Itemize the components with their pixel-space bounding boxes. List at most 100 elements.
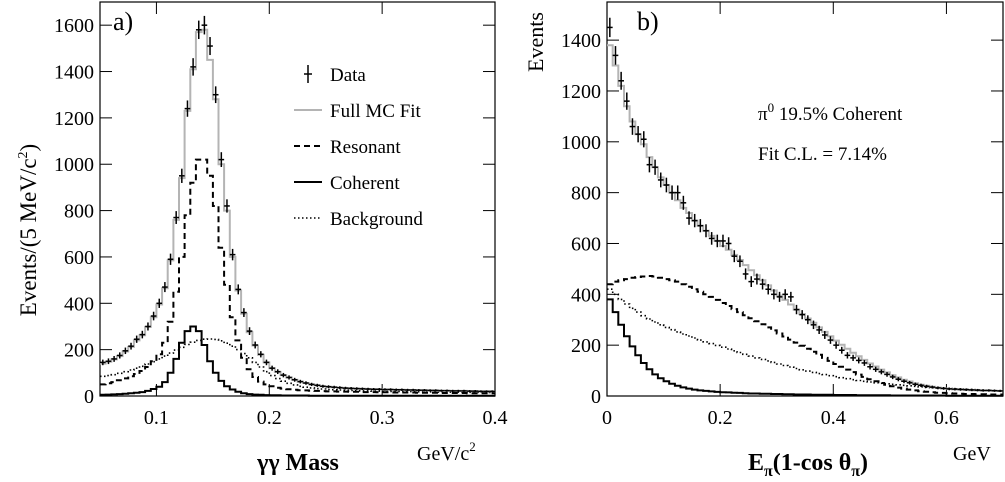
panel-b-y-tick-label: 200 bbox=[571, 335, 601, 357]
panel-b-data-point bbox=[850, 354, 856, 361]
panel-a-data-point bbox=[303, 381, 309, 385]
panel-a-data-point bbox=[246, 327, 253, 335]
panel-a-data-point bbox=[337, 386, 343, 390]
panel-a-data-point bbox=[410, 388, 416, 392]
panel-a-data-point bbox=[472, 390, 479, 393]
panel-b-coherent-fraction: π0 19.5% Coherent bbox=[758, 100, 903, 125]
panel-b-data-point bbox=[629, 118, 636, 135]
panel-b-data-point bbox=[912, 382, 919, 387]
panel-b-y-tick-label: 0 bbox=[591, 386, 601, 408]
panel-a-data-point bbox=[382, 388, 388, 391]
panel-b-data-point bbox=[663, 177, 670, 193]
panel-b-data-point bbox=[652, 159, 658, 175]
panel-b-data-point bbox=[776, 291, 783, 302]
panel-a-data-point bbox=[478, 390, 484, 393]
panel-b-data-point bbox=[810, 320, 817, 330]
panel-a-y-tick-label: 1000 bbox=[54, 154, 94, 176]
panel-a-data-point bbox=[461, 389, 467, 392]
panel-a-data-point bbox=[263, 359, 270, 366]
panel-b-x-tick-label: 0.4 bbox=[821, 407, 846, 429]
panel-b-data-point bbox=[861, 360, 868, 366]
panel-a-series-resonant bbox=[100, 158, 495, 395]
panel-b-y-tick-label: 1400 bbox=[561, 30, 601, 52]
panel-b-y-tick-label: 1000 bbox=[561, 132, 601, 154]
panel-b-data-point bbox=[895, 377, 902, 382]
panel-b-data-point bbox=[765, 284, 772, 295]
panel-a-x-tick-label: 0.2 bbox=[257, 407, 282, 429]
panel-b-x-axis-title: Eπ(1-cos θπ) bbox=[748, 450, 868, 480]
panel-a-data-point bbox=[365, 387, 371, 391]
panel-b-data-point bbox=[680, 195, 687, 210]
panel-b-data-point bbox=[952, 387, 958, 391]
panel-a-data-point bbox=[297, 379, 304, 384]
panel-a-data-point bbox=[432, 389, 439, 392]
panel-a-x-axis-unit: GeV/c2 bbox=[417, 439, 476, 465]
panel-b-data-point bbox=[923, 384, 930, 388]
panel-b-data-point bbox=[991, 389, 998, 392]
panel-b-data-point bbox=[725, 237, 732, 250]
panel-b-data-point bbox=[929, 385, 936, 389]
panel-a-data-point bbox=[427, 389, 433, 392]
panel-a-data-point bbox=[331, 385, 337, 389]
panel-b-data-point bbox=[669, 185, 675, 200]
panel-a-data-point bbox=[173, 211, 179, 224]
panel-a-data-point bbox=[111, 355, 117, 362]
panel-a-data-point bbox=[404, 388, 411, 392]
panel-a-data-point bbox=[348, 387, 354, 390]
panel-b-data-point bbox=[714, 234, 721, 248]
legend-item-coherent: Coherent bbox=[294, 173, 400, 194]
panel-b-data-point bbox=[793, 304, 800, 315]
panel-a-data-point bbox=[162, 282, 168, 293]
panel-b-data-point bbox=[623, 92, 630, 110]
panel-a-data-point bbox=[167, 253, 174, 265]
panel-b-data-point bbox=[878, 369, 885, 375]
panel-b-data-point bbox=[703, 224, 709, 238]
panel-a-y-tick-label: 1200 bbox=[54, 108, 94, 130]
panel-b-data-point bbox=[607, 17, 613, 38]
panel-b-data-point bbox=[720, 234, 726, 248]
panel-a-series bbox=[100, 15, 495, 397]
panel-a-data-point bbox=[393, 388, 400, 391]
panel-b-data-point bbox=[838, 346, 845, 354]
panel-a-data-point bbox=[314, 383, 321, 387]
panel-b-data-point bbox=[940, 386, 947, 390]
panel-a-data-point bbox=[376, 388, 383, 391]
panel-b-x-axis: 0 0.2 0.4 0.6 bbox=[602, 2, 959, 429]
panel-a-data-point bbox=[280, 372, 287, 378]
panel-b-series-full bbox=[607, 44, 1003, 392]
panel-a-data-point bbox=[116, 352, 123, 359]
panel-a-data-point bbox=[274, 369, 281, 375]
panel-a-label: a) bbox=[113, 7, 133, 36]
panel-b-y-tick-label: 800 bbox=[571, 183, 601, 205]
panel-a-legend: Data Full MC Fit Resonant Coherent Backgroun… bbox=[294, 65, 423, 230]
panel-a-data-point bbox=[483, 390, 490, 393]
panel-a-data-point bbox=[184, 100, 191, 117]
panel-b-x-axis-unit: GeV bbox=[953, 443, 991, 465]
panel-b-data-point bbox=[969, 388, 975, 392]
panel-b-series bbox=[607, 17, 1003, 397]
panel-a-data-point bbox=[258, 351, 264, 358]
panel-a-data-point bbox=[224, 199, 230, 213]
panel-b-y-tick-label: 400 bbox=[571, 284, 601, 306]
panel-a-data-point bbox=[320, 384, 326, 388]
panel-a-y-tick-label: 200 bbox=[64, 340, 94, 362]
panel-b-data-point bbox=[872, 366, 879, 372]
panel-b-x-tick-label: 0 bbox=[602, 407, 612, 429]
panel-a-data-point bbox=[466, 390, 473, 393]
panel-b-data-point bbox=[731, 250, 738, 263]
panel-a-data-point bbox=[308, 382, 315, 387]
panel-b-data-point bbox=[635, 126, 641, 143]
panel-a-data-point bbox=[387, 388, 394, 391]
panel-b-data-point bbox=[957, 388, 964, 391]
panel-a-frame bbox=[99, 1, 496, 397]
panel-b-data-point bbox=[833, 341, 839, 349]
panel-a-series-full bbox=[100, 28, 495, 393]
panel-a-data-point bbox=[455, 389, 462, 392]
panel-a-data-point bbox=[449, 389, 456, 392]
panel-a-data-point bbox=[145, 322, 151, 331]
panel-a-data-point bbox=[342, 386, 349, 390]
panel-b-data-point bbox=[906, 380, 913, 385]
